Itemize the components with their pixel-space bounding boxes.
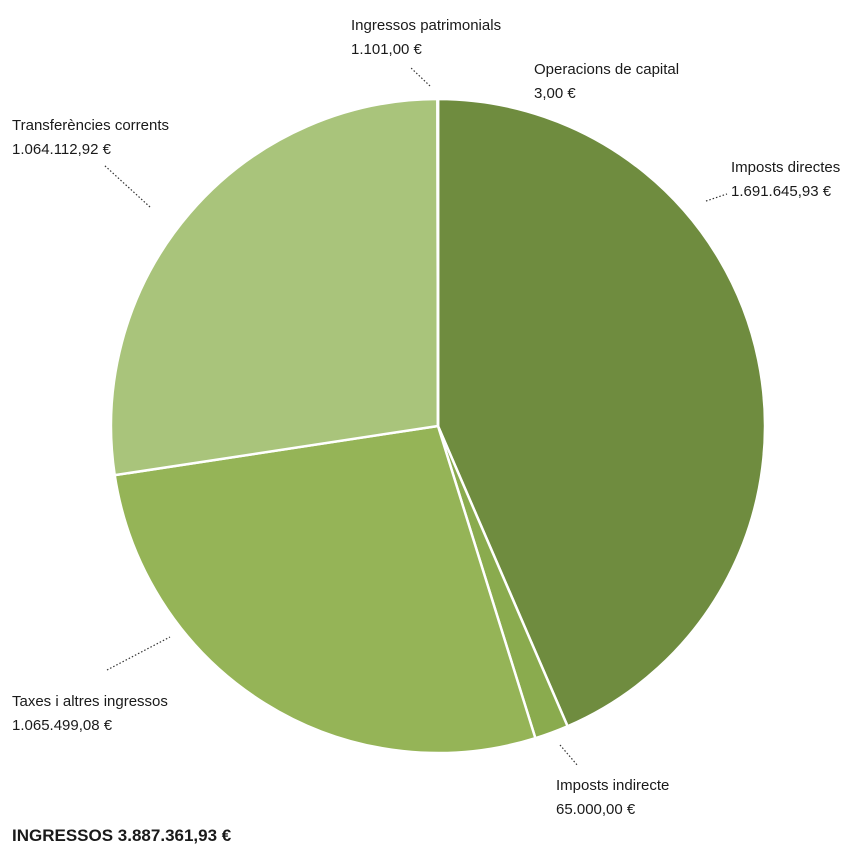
slice-label-1: Imposts directes xyxy=(731,159,840,176)
slice-value-1: 1.691.645,93 € xyxy=(731,183,832,200)
slice-value-4: 1.064.112,92 € xyxy=(12,141,112,158)
pie-slices xyxy=(109,97,767,755)
slice-value-6: 3,00 € xyxy=(534,85,576,102)
slice-label-6: Operacions de capital xyxy=(534,61,679,78)
slice-label-4: Transferències corrents xyxy=(12,117,169,134)
total-income: INGRESSOS 3.887.361,93 € xyxy=(12,826,232,845)
pie-chart: Imposts directes 1.691.645,93 € Imposts in… xyxy=(12,17,840,818)
slice-label-3: Taxes i altres ingressos xyxy=(12,693,168,710)
pie-slice-4 xyxy=(109,97,440,477)
slice-value-3: 1.065.499,08 € xyxy=(12,717,113,734)
leader-line-5 xyxy=(409,66,431,87)
pie-slice-3 xyxy=(113,424,537,755)
slice-label-5: Ingressos patrimonials xyxy=(351,17,501,34)
slice-labels: Imposts directes 1.691.645,93 € Imposts in… xyxy=(12,17,840,818)
leader-line-2 xyxy=(559,744,579,767)
leader-line-1 xyxy=(705,193,728,202)
leader-line-3 xyxy=(106,636,171,671)
pie-slice-1 xyxy=(436,97,767,728)
slice-value-5: 1.101,00 € xyxy=(351,41,423,58)
leader-line-4 xyxy=(103,164,151,208)
leader-lines xyxy=(103,66,728,767)
slice-label-2: Imposts indirecte xyxy=(556,777,669,794)
slice-value-2: 65.000,00 € xyxy=(556,801,636,818)
